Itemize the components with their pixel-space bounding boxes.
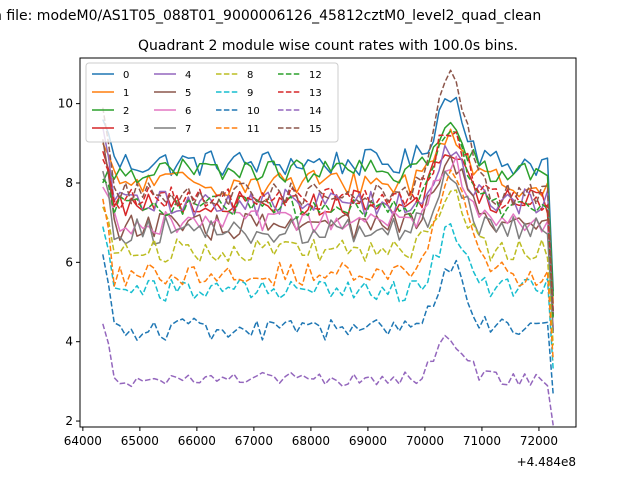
x-axis: 64000 65000 66000 67000 68000 69000 70000 71000… [64,427,558,448]
series-line-9 [102,223,554,371]
x-axis-offset-text: +4.484e8 [517,455,576,469]
legend-label-13: 13 [309,88,322,99]
legend-label-8: 8 [247,70,253,81]
x-tick-label: 70000 [406,434,444,448]
x-tick-label: 67000 [235,434,273,448]
legend-label-9: 9 [247,88,253,99]
legend-label-0: 0 [123,70,129,81]
plot-lines [102,69,554,426]
legend-label-10: 10 [247,106,260,117]
x-tick-label: 71000 [463,434,501,448]
legend-box [85,62,339,143]
x-tick-label: 69000 [349,434,387,448]
chart-title: Quadrant 2 module wise count rates with … [138,38,518,54]
legend-label-7: 7 [185,124,191,135]
x-tick-label: 65000 [121,434,159,448]
y-tick-label: 2 [65,414,73,428]
x-tick-label: 64000 [64,434,102,448]
series-line-15 [102,69,554,312]
y-tick-label: 8 [65,176,73,190]
legend-label-1: 1 [123,88,129,99]
series-line-13 [102,131,554,314]
legend-label-12: 12 [309,70,322,81]
x-tick-label: 66000 [178,434,216,448]
series-line-10 [102,254,554,395]
y-tick-label: 4 [65,335,73,349]
legend-label-2: 2 [123,106,129,117]
x-tick-label: 68000 [292,434,330,448]
series-line-12 [102,130,554,319]
series-line-8 [102,189,554,346]
series-line-6 [102,155,554,329]
legend-label-3: 3 [123,124,129,135]
series-line-2 [102,121,554,297]
y-tick-label: 6 [65,255,73,269]
legend-label-6: 6 [185,106,191,117]
series-line-14 [102,323,554,426]
legend-label-11: 11 [247,124,260,135]
legend-label-15: 15 [309,124,322,135]
legend-label-5: 5 [185,88,191,99]
y-axis: 2 4 6 8 10 [58,97,80,428]
legend-label-4: 4 [185,70,191,81]
series-line-11 [102,169,554,361]
y-tick-label: 10 [58,97,73,111]
legend-label-14: 14 [309,106,322,117]
axes-frame [79,57,577,428]
series-line-3 [102,150,554,316]
series-line-5 [102,139,554,331]
figure-suptitle: n file: modeM0/AS1T05_088T01_9000006126_… [0,8,541,24]
x-tick-label: 72000 [520,434,558,448]
